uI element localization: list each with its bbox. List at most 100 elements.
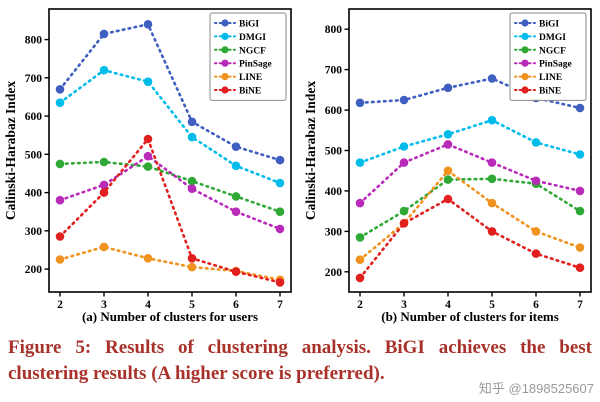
legend-item-DMGI: DMGI [514, 32, 566, 43]
legend-label: LINE [539, 73, 562, 83]
legend-marker-icon [221, 46, 229, 54]
legend-item-NGCF: NGCF [214, 46, 266, 56]
data-point [487, 158, 497, 167]
data-point [355, 255, 365, 264]
data-point [575, 263, 585, 273]
data-point [143, 77, 153, 86]
chart-users: 200 300 400 500 600 700 800 2 3 4 5 6 7 BiGI DMGI NGCF P… [2, 2, 298, 328]
data-point [487, 174, 497, 184]
data-point [99, 242, 109, 252]
data-point [187, 117, 197, 127]
data-point [55, 85, 65, 94]
legend-label: DMGI [539, 33, 566, 43]
legend-marker-icon [221, 32, 229, 40]
data-point [99, 188, 109, 197]
data-point [443, 166, 453, 175]
data-point [575, 103, 585, 113]
y-axis: 200 300 400 500 600 700 800 [25, 35, 49, 276]
data-point [187, 176, 197, 186]
data-point [187, 253, 197, 263]
legend-item-BiNE: BiNE [514, 86, 561, 97]
figure-caption: Figure 5: Results of clustering analysis… [8, 337, 592, 385]
data-point [143, 134, 153, 144]
data-point [487, 198, 497, 208]
x-tick-label: 7 [277, 299, 283, 311]
data-point [231, 192, 241, 201]
data-point [399, 158, 409, 167]
data-point [399, 142, 409, 151]
legend-label: BiGI [539, 20, 559, 30]
y-tick-label: 800 [25, 35, 43, 47]
data-point [187, 184, 197, 193]
data-point [531, 176, 541, 186]
data-point [487, 227, 497, 236]
y-tick-label: 300 [25, 226, 43, 238]
x-tick-label: 5 [489, 299, 495, 311]
legend-item-BiGI: BiGI [514, 19, 559, 30]
data-point [443, 130, 453, 139]
legend-label: PinSage [539, 60, 572, 70]
data-point [99, 180, 109, 190]
x-tick-label: 4 [145, 299, 151, 311]
data-point [443, 175, 453, 184]
series-PinSage [355, 140, 585, 208]
data-point [399, 206, 409, 216]
data-point [275, 155, 285, 165]
data-point [531, 249, 541, 258]
legend-marker-icon [521, 86, 529, 94]
legend-marker-icon [521, 59, 529, 67]
data-point [575, 186, 585, 196]
y-tick-label: 600 [325, 105, 343, 117]
data-point [231, 207, 241, 216]
legend-marker-icon [521, 73, 529, 81]
x-tick-label: 2 [57, 299, 63, 311]
data-point [275, 178, 285, 188]
data-point [99, 157, 109, 167]
y-tick-label: 600 [25, 111, 43, 123]
data-point [575, 243, 585, 252]
legend-label: LINE [239, 73, 262, 83]
data-point [355, 233, 365, 242]
y-tick-label: 300 [325, 226, 343, 238]
y-tick-label: 700 [325, 65, 343, 77]
legend-item-BiNE: BiNE [214, 86, 261, 97]
data-point [187, 132, 197, 142]
legend-item-PinSage: PinSage [514, 59, 572, 70]
x-tick-label: 3 [401, 299, 407, 311]
series-PinSage [55, 151, 285, 234]
data-point [531, 138, 541, 147]
data-point [399, 95, 409, 105]
chart-items: 200 300 400 500 600 700 800 2 3 4 5 6 7 BiGI DMGI NGCF P… [302, 2, 598, 328]
y-tick-label: 200 [325, 267, 343, 279]
data-point [355, 158, 365, 167]
legend-marker-icon [221, 73, 229, 81]
x-tick-label: 6 [533, 299, 539, 311]
legend-label: PinSage [239, 60, 272, 70]
chart-users-svg: 200 300 400 500 600 700 800 2 3 4 5 6 7 BiGI DMGI NGCF P… [3, 8, 292, 324]
data-point [275, 207, 285, 216]
data-point [575, 206, 585, 216]
legend-label: BiGI [239, 20, 259, 30]
data-point [487, 74, 497, 83]
data-point [487, 115, 497, 125]
data-point [143, 162, 153, 171]
data-point [443, 194, 453, 204]
y-tick-label: 500 [325, 146, 343, 158]
data-point [231, 142, 241, 151]
legend-item-PinSage: PinSage [214, 59, 272, 70]
y-tick-label: 400 [25, 188, 43, 200]
series-BiGI [55, 20, 285, 165]
legend-label: DMGI [239, 33, 266, 43]
data-point [143, 253, 153, 263]
data-point [55, 255, 65, 264]
y-tick-label: 500 [25, 149, 43, 161]
legend-marker-icon [521, 19, 529, 27]
legend: BiGI DMGI NGCF PinSage LINE BiNE [209, 12, 287, 101]
x-tick-label: 7 [577, 299, 583, 311]
legend-marker-icon [221, 59, 229, 67]
x-axis: 2 3 4 5 6 7 [57, 292, 283, 311]
data-point [55, 232, 65, 241]
data-point [231, 161, 241, 171]
legend-item-DMGI: DMGI [214, 32, 266, 43]
